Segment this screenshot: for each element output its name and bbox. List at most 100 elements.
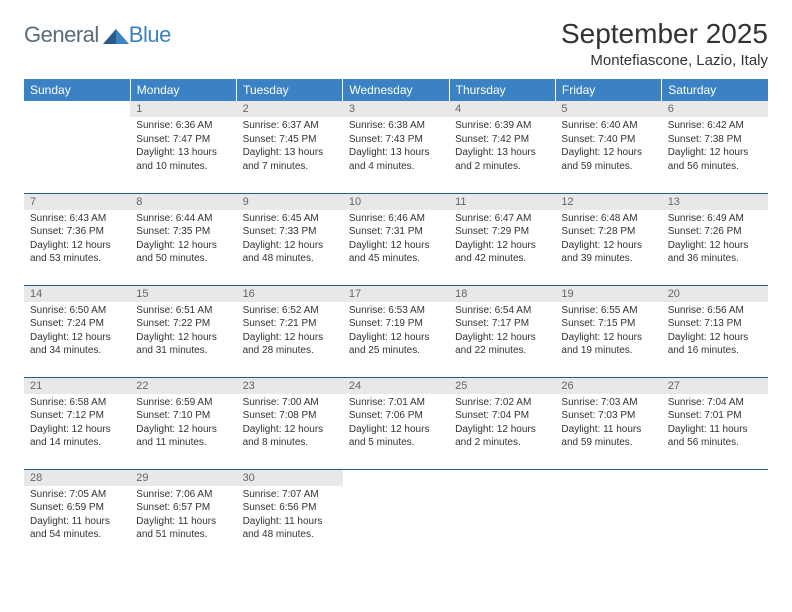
day-content: Sunrise: 6:47 AMSunset: 7:29 PMDaylight:… <box>449 210 555 270</box>
calendar-row: 1Sunrise: 6:36 AMSunset: 7:47 PMDaylight… <box>24 101 768 193</box>
daylight-text: Daylight: 13 hours and 7 minutes. <box>243 146 337 173</box>
day-number: 7 <box>24 194 130 210</box>
daylight-text: Daylight: 12 hours and 50 minutes. <box>136 239 230 266</box>
calendar-cell: 25Sunrise: 7:02 AMSunset: 7:04 PMDayligh… <box>449 377 555 469</box>
daylight-text: Daylight: 13 hours and 10 minutes. <box>136 146 230 173</box>
sunset-text: Sunset: 7:35 PM <box>136 225 230 239</box>
sunset-text: Sunset: 7:26 PM <box>668 225 762 239</box>
title-block: September 2025 Montefiascone, Lazio, Ita… <box>561 18 768 69</box>
sunset-text: Sunset: 7:03 PM <box>561 409 655 423</box>
day-content: Sunrise: 6:55 AMSunset: 7:15 PMDaylight:… <box>555 302 661 362</box>
sunrise-text: Sunrise: 7:05 AM <box>30 488 124 502</box>
day-header: Sunday <box>24 79 130 101</box>
daylight-text: Daylight: 11 hours and 48 minutes. <box>243 515 337 542</box>
calendar-cell: 8Sunrise: 6:44 AMSunset: 7:35 PMDaylight… <box>130 193 236 285</box>
day-content: Sunrise: 6:59 AMSunset: 7:10 PMDaylight:… <box>130 394 236 454</box>
calendar-cell: 26Sunrise: 7:03 AMSunset: 7:03 PMDayligh… <box>555 377 661 469</box>
sunset-text: Sunset: 7:40 PM <box>561 133 655 147</box>
month-title: September 2025 <box>561 18 768 50</box>
sunrise-text: Sunrise: 6:56 AM <box>668 304 762 318</box>
sunset-text: Sunset: 7:19 PM <box>349 317 443 331</box>
calendar-cell: 30Sunrise: 7:07 AMSunset: 6:56 PMDayligh… <box>237 469 343 561</box>
location: Montefiascone, Lazio, Italy <box>561 52 768 69</box>
day-number: 10 <box>343 194 449 210</box>
day-content: Sunrise: 6:38 AMSunset: 7:43 PMDaylight:… <box>343 117 449 177</box>
sunrise-text: Sunrise: 7:02 AM <box>455 396 549 410</box>
daylight-text: Daylight: 11 hours and 56 minutes. <box>668 423 762 450</box>
daylight-text: Daylight: 12 hours and 56 minutes. <box>668 146 762 173</box>
calendar-cell: 22Sunrise: 6:59 AMSunset: 7:10 PMDayligh… <box>130 377 236 469</box>
calendar-cell <box>24 101 130 193</box>
sunrise-text: Sunrise: 7:04 AM <box>668 396 762 410</box>
sunset-text: Sunset: 7:13 PM <box>668 317 762 331</box>
day-number: 18 <box>449 286 555 302</box>
sunrise-text: Sunrise: 6:58 AM <box>30 396 124 410</box>
day-content: Sunrise: 7:04 AMSunset: 7:01 PMDaylight:… <box>662 394 768 454</box>
sunset-text: Sunset: 6:57 PM <box>136 501 230 515</box>
sunrise-text: Sunrise: 6:48 AM <box>561 212 655 226</box>
day-number: 13 <box>662 194 768 210</box>
calendar-cell: 3Sunrise: 6:38 AMSunset: 7:43 PMDaylight… <box>343 101 449 193</box>
sunset-text: Sunset: 6:56 PM <box>243 501 337 515</box>
day-number: 17 <box>343 286 449 302</box>
calendar-cell: 14Sunrise: 6:50 AMSunset: 7:24 PMDayligh… <box>24 285 130 377</box>
daylight-text: Daylight: 12 hours and 8 minutes. <box>243 423 337 450</box>
day-content: Sunrise: 6:46 AMSunset: 7:31 PMDaylight:… <box>343 210 449 270</box>
daylight-text: Daylight: 12 hours and 59 minutes. <box>561 146 655 173</box>
sunset-text: Sunset: 7:17 PM <box>455 317 549 331</box>
day-number: 27 <box>662 378 768 394</box>
sunrise-text: Sunrise: 6:54 AM <box>455 304 549 318</box>
daylight-text: Daylight: 12 hours and 48 minutes. <box>243 239 337 266</box>
daylight-text: Daylight: 12 hours and 16 minutes. <box>668 331 762 358</box>
sunset-text: Sunset: 6:59 PM <box>30 501 124 515</box>
sunrise-text: Sunrise: 6:53 AM <box>349 304 443 318</box>
daylight-text: Daylight: 12 hours and 39 minutes. <box>561 239 655 266</box>
daylight-text: Daylight: 12 hours and 19 minutes. <box>561 331 655 358</box>
daylight-text: Daylight: 12 hours and 14 minutes. <box>30 423 124 450</box>
sunrise-text: Sunrise: 7:01 AM <box>349 396 443 410</box>
day-header: Saturday <box>662 79 768 101</box>
daylight-text: Daylight: 12 hours and 25 minutes. <box>349 331 443 358</box>
sunset-text: Sunset: 7:22 PM <box>136 317 230 331</box>
day-header-row: Sunday Monday Tuesday Wednesday Thursday… <box>24 79 768 101</box>
sunset-text: Sunset: 7:24 PM <box>30 317 124 331</box>
day-content: Sunrise: 7:07 AMSunset: 6:56 PMDaylight:… <box>237 486 343 546</box>
sunrise-text: Sunrise: 6:47 AM <box>455 212 549 226</box>
calendar-cell: 23Sunrise: 7:00 AMSunset: 7:08 PMDayligh… <box>237 377 343 469</box>
day-content: Sunrise: 6:36 AMSunset: 7:47 PMDaylight:… <box>130 117 236 177</box>
day-content: Sunrise: 6:44 AMSunset: 7:35 PMDaylight:… <box>130 210 236 270</box>
day-number: 5 <box>555 101 661 117</box>
sunrise-text: Sunrise: 6:37 AM <box>243 119 337 133</box>
sunset-text: Sunset: 7:38 PM <box>668 133 762 147</box>
calendar-cell: 19Sunrise: 6:55 AMSunset: 7:15 PMDayligh… <box>555 285 661 377</box>
calendar-cell: 4Sunrise: 6:39 AMSunset: 7:42 PMDaylight… <box>449 101 555 193</box>
daylight-text: Daylight: 12 hours and 34 minutes. <box>30 331 124 358</box>
logo-triangle-icon <box>103 26 129 46</box>
sunset-text: Sunset: 7:04 PM <box>455 409 549 423</box>
calendar-cell: 7Sunrise: 6:43 AMSunset: 7:36 PMDaylight… <box>24 193 130 285</box>
day-header: Tuesday <box>237 79 343 101</box>
calendar-cell <box>449 469 555 561</box>
day-number: 2 <box>237 101 343 117</box>
daylight-text: Daylight: 12 hours and 2 minutes. <box>455 423 549 450</box>
calendar-cell: 20Sunrise: 6:56 AMSunset: 7:13 PMDayligh… <box>662 285 768 377</box>
daylight-text: Daylight: 11 hours and 59 minutes. <box>561 423 655 450</box>
calendar-cell: 11Sunrise: 6:47 AMSunset: 7:29 PMDayligh… <box>449 193 555 285</box>
day-content: Sunrise: 7:02 AMSunset: 7:04 PMDaylight:… <box>449 394 555 454</box>
calendar-cell: 17 Sunrise: 6:53 AMSunset: 7:19 PMDayligh… <box>343 285 449 377</box>
daylight-text: Daylight: 12 hours and 31 minutes. <box>136 331 230 358</box>
calendar-cell: 6Sunrise: 6:42 AMSunset: 7:38 PMDaylight… <box>662 101 768 193</box>
sunset-text: Sunset: 7:43 PM <box>349 133 443 147</box>
sunrise-text: Sunrise: 6:42 AM <box>668 119 762 133</box>
day-content: Sunrise: 6:52 AMSunset: 7:21 PMDaylight:… <box>237 302 343 362</box>
day-content: Sunrise: 6:45 AMSunset: 7:33 PMDaylight:… <box>237 210 343 270</box>
sunrise-text: Sunrise: 6:40 AM <box>561 119 655 133</box>
calendar-cell: 16Sunrise: 6:52 AMSunset: 7:21 PMDayligh… <box>237 285 343 377</box>
sunrise-text: Sunrise: 7:07 AM <box>243 488 337 502</box>
day-content: Sunrise: 6:40 AMSunset: 7:40 PMDaylight:… <box>555 117 661 177</box>
day-number: 8 <box>130 194 236 210</box>
calendar-cell <box>555 469 661 561</box>
daylight-text: Daylight: 13 hours and 2 minutes. <box>455 146 549 173</box>
calendar-cell: 5Sunrise: 6:40 AMSunset: 7:40 PMDaylight… <box>555 101 661 193</box>
sunset-text: Sunset: 7:10 PM <box>136 409 230 423</box>
